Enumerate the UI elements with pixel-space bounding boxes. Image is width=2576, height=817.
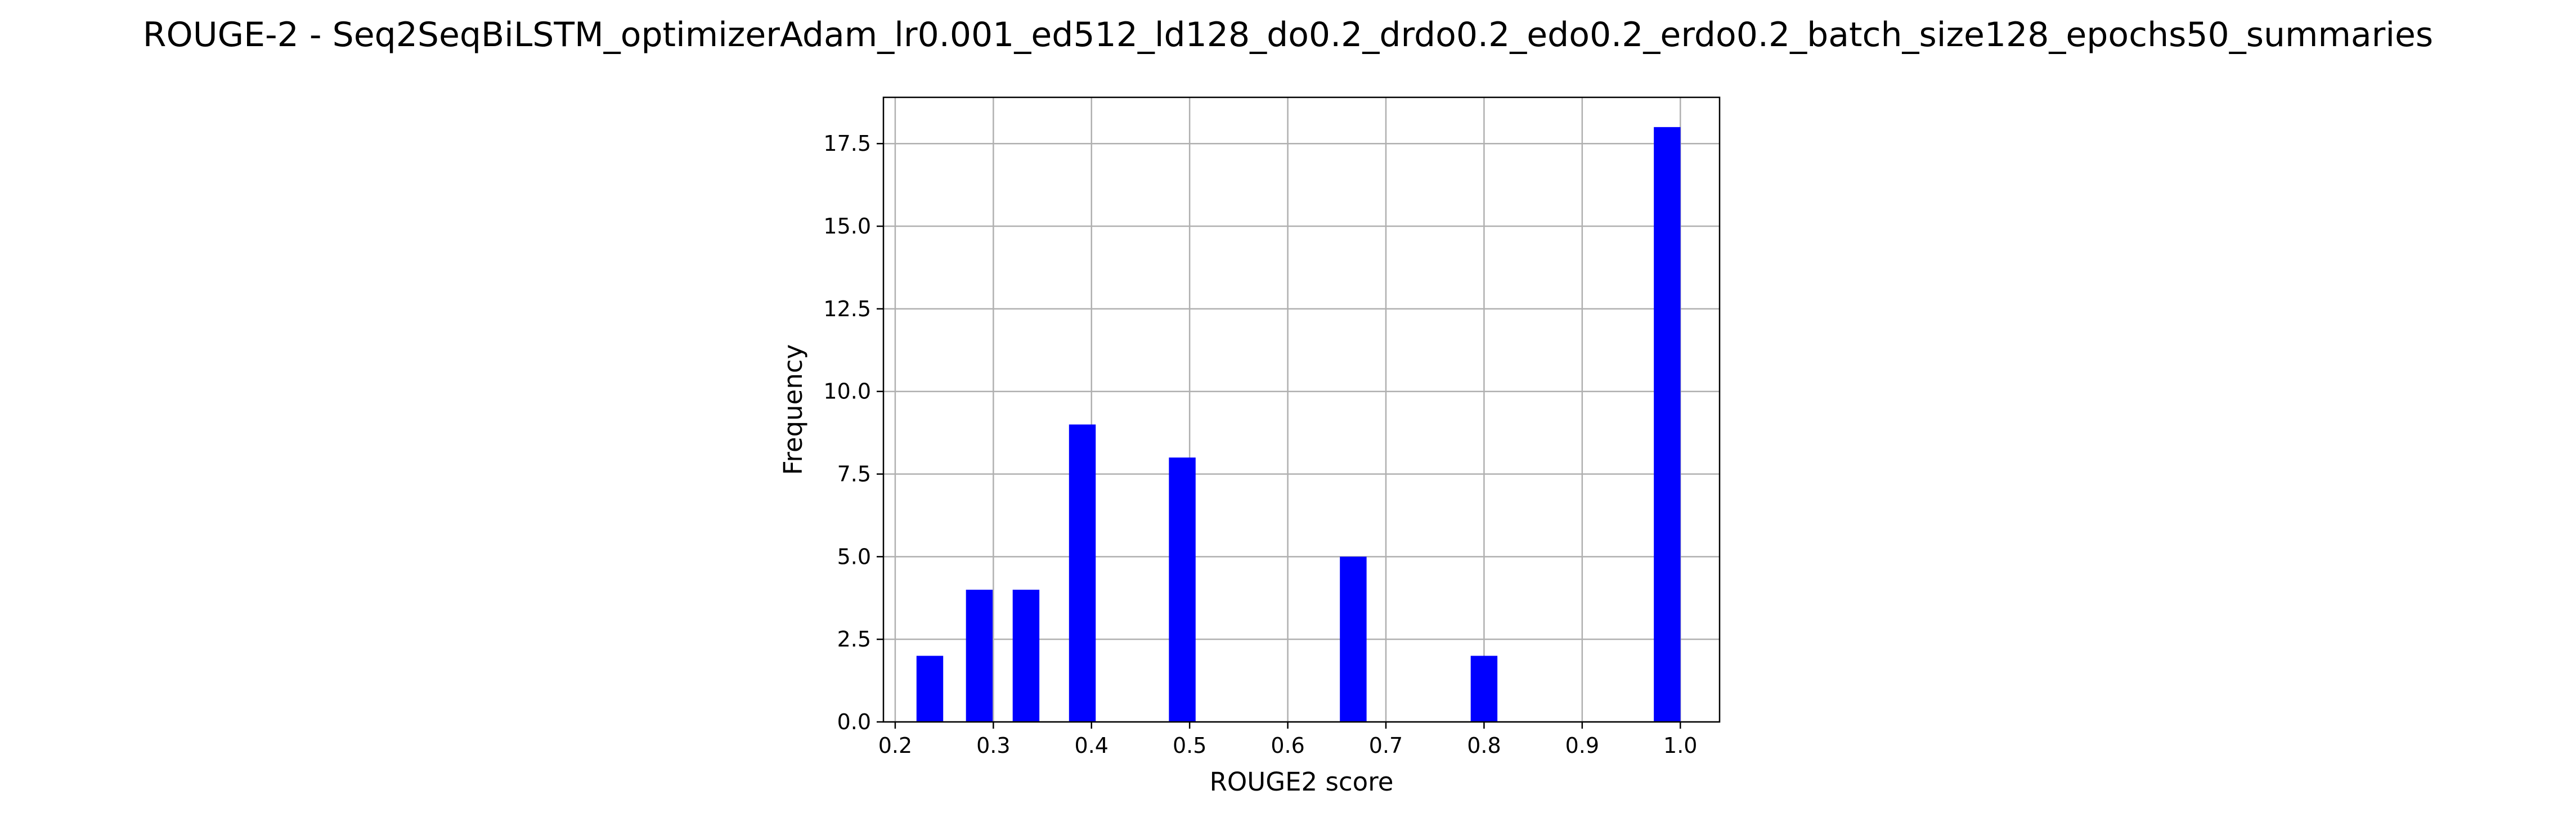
y-axis-label: Frequency [778, 344, 808, 475]
histogram-bar [1069, 424, 1096, 722]
x-tick-label: 0.5 [1173, 733, 1206, 758]
histogram-bar [916, 656, 944, 722]
histogram-bar [1470, 656, 1498, 722]
x-tick-label: 0.4 [1075, 733, 1109, 758]
histogram-bar [966, 590, 993, 722]
chart-title: ROUGE-2 - Seq2SeqBiLSTM_optimizerAdam_lr… [143, 15, 2433, 55]
y-tick-label: 7.5 [837, 462, 871, 487]
x-tick-label: 0.8 [1467, 733, 1501, 758]
y-tick-label: 15.0 [823, 214, 871, 239]
y-tick-label: 0.0 [837, 710, 871, 734]
x-tick-label: 0.7 [1369, 733, 1403, 758]
x-tick-label: 0.2 [878, 733, 912, 758]
y-tick-label: 2.5 [837, 627, 871, 652]
ticks: 0.2 0.3 0.4 0.5 0.6 0.7 0.8 0.9 1.0 0.0 2.5 5.0 7.5 1… [823, 131, 1697, 758]
histogram-bar [1012, 590, 1040, 722]
plot-frame [882, 96, 1721, 723]
x-tick-label: 0.3 [976, 733, 1010, 758]
x-tick-label: 0.6 [1271, 733, 1304, 758]
x-axis-label: ROUGE2 score [1210, 767, 1394, 797]
y-tick-label: 12.5 [823, 297, 871, 321]
y-tick-label: 17.5 [823, 131, 871, 156]
histogram-bar [1340, 556, 1367, 722]
x-tick-label: 1.0 [1663, 733, 1697, 758]
histogram-bar [1654, 127, 1681, 722]
y-tick-label: 5.0 [837, 544, 871, 569]
bars [916, 127, 1681, 722]
histogram-bar [1169, 457, 1196, 722]
y-tick-label: 10.0 [823, 379, 871, 404]
x-tick-label: 0.9 [1565, 733, 1599, 758]
